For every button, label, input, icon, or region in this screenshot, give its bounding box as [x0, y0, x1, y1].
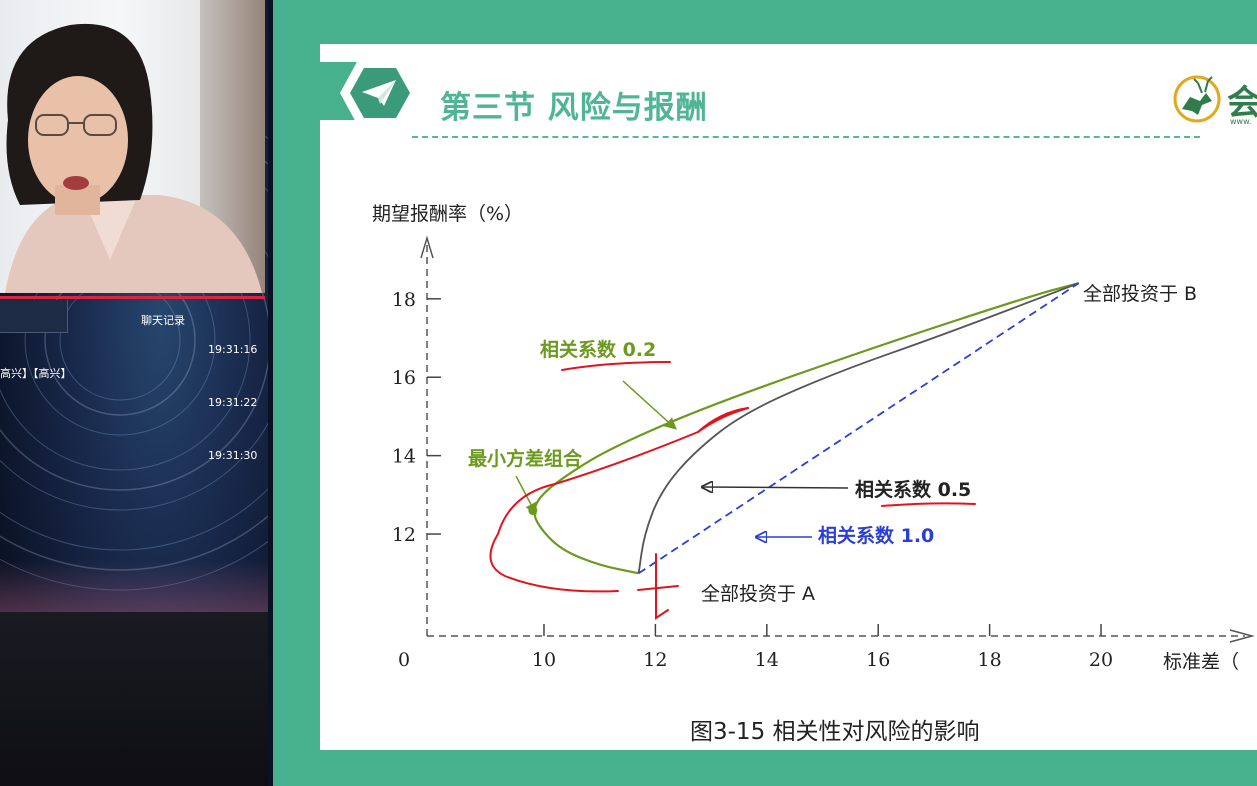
x-tick-label: 10 — [532, 649, 556, 671]
underline-corr-0.5 — [881, 502, 976, 507]
endpoint-label-b: 全部投资于 B — [1083, 283, 1197, 305]
y-axis-label: 期望报酬率（%） — [372, 203, 523, 225]
x-axis-label: 标准差（ — [1163, 651, 1239, 673]
title-underline — [412, 136, 1200, 138]
panel-gap — [268, 0, 273, 786]
logo-text: 会 — [1227, 83, 1257, 123]
series-line-corr-1.0 — [638, 282, 1080, 575]
presenter-image — [5, 0, 265, 293]
arrow-to-corr-0.5 — [702, 487, 849, 488]
y-tick-label: 14 — [392, 446, 416, 468]
slide-content: 第三节 风险与报酬 会 www. — [320, 44, 1257, 750]
presentation-slide: 第三节 风险与报酬 会 www. — [273, 0, 1257, 786]
y-axis-arrow — [420, 235, 434, 259]
chat-title[interactable]: 聊天记录 — [141, 314, 185, 327]
series-label-corr-1.0: 相关系数 1.0 — [818, 524, 934, 547]
live-stream-panel: 聊天记录 19:31:16 高兴】【高兴】 19:31:22 19:31:30 — [0, 0, 268, 786]
paper-plane-icon — [340, 60, 418, 126]
section-title: 第三节 风险与报酬 — [440, 90, 708, 126]
y-tick-label: 16 — [392, 367, 416, 389]
mark-at-point-a — [637, 553, 679, 620]
y-tick-label: 12 — [392, 524, 416, 546]
figure-caption: 图3-15 相关性对风险的影响 — [690, 719, 980, 745]
x-tick-label: 16 — [866, 649, 890, 671]
ground-silhouette — [0, 612, 268, 786]
y-tick-label: 18 — [392, 289, 416, 311]
underline-corr-0.2 — [561, 361, 671, 371]
webcam-feed — [0, 0, 265, 293]
chat-message-time: 19:31:30 — [208, 449, 258, 462]
endpoint-label-a: 全部投资于 A — [701, 583, 815, 605]
chat-message-time: 19:31:22 — [208, 396, 258, 409]
highlight-curve-tip — [697, 407, 749, 433]
series-label-corr-0.5: 相关系数 0.5 — [855, 478, 971, 501]
x-tick-label: 20 — [1089, 649, 1113, 671]
x-axis-arrow — [1229, 629, 1255, 643]
x-tick-label: 18 — [978, 649, 1002, 671]
chat-message-text: 高兴】【高兴】 — [0, 367, 72, 380]
brand-logo: 会 www. — [1172, 71, 1257, 131]
risk-return-chart: 0 10 12 14 16 18 20 12 14 16 18 期望报酬率（%） 标准差（ 相关系数… — [372, 203, 1255, 673]
logo-url: www. — [1230, 117, 1252, 126]
series-line-corr-0.2 — [533, 282, 1080, 575]
chat-message-time: 19:31:16 — [208, 343, 258, 356]
series-line-corr-0.5 — [637, 282, 1080, 574]
handwritten-annotations — [489, 361, 976, 620]
chat-tab-inactive[interactable] — [0, 300, 68, 333]
x-tick-label: 0 — [398, 649, 410, 671]
x-tick-label: 14 — [755, 649, 779, 671]
series-label-corr-0.2: 相关系数 0.2 — [540, 338, 656, 361]
x-tick-label: 12 — [643, 649, 667, 671]
webcam-divider — [0, 296, 265, 299]
min-variance-label: 最小方差组合 — [468, 447, 583, 470]
arrow-to-corr-0.2 — [622, 380, 677, 430]
deer-logo-icon — [1173, 75, 1221, 123]
